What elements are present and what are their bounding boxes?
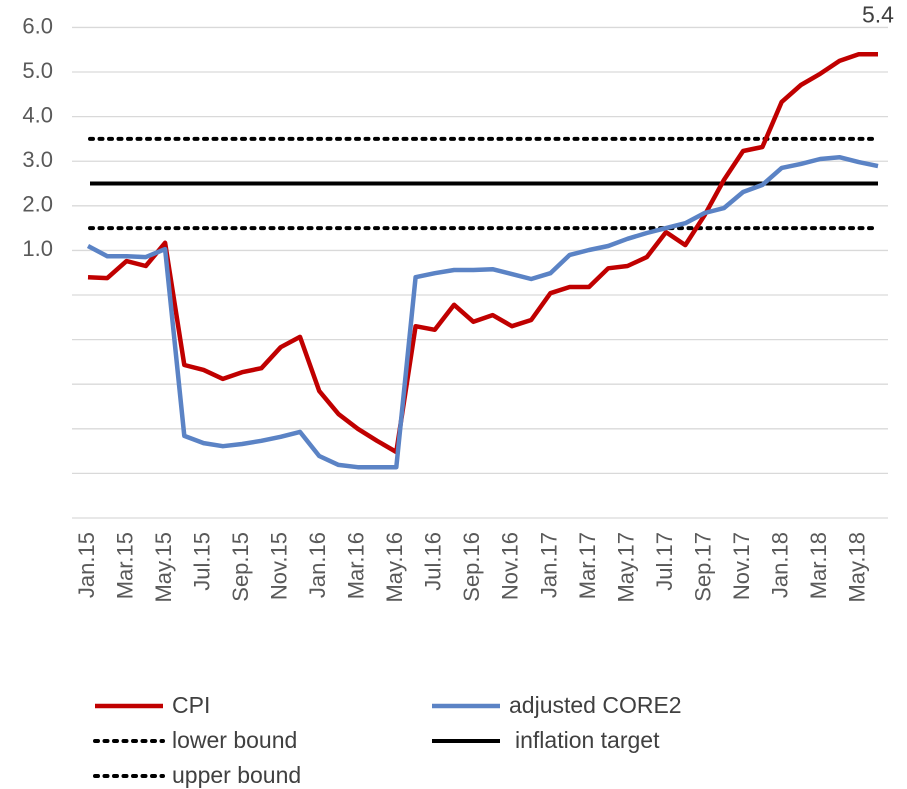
x-tick-label: Nov.16 bbox=[498, 532, 523, 600]
x-tick-label: Mar.17 bbox=[575, 532, 600, 599]
y-tick-label: 5.0 bbox=[22, 58, 53, 83]
legend-label: lower bound bbox=[172, 727, 297, 753]
x-tick-label: Nov.17 bbox=[729, 532, 754, 600]
x-tick-label: Jul.17 bbox=[652, 532, 677, 591]
y-tick-label: 1.0 bbox=[22, 236, 53, 261]
x-tick-label: Sep.15 bbox=[228, 532, 253, 602]
x-tick-label: Jul.15 bbox=[189, 532, 214, 591]
data-line bbox=[87, 51, 878, 455]
x-tick-label: Sep.17 bbox=[690, 532, 715, 602]
legend-label: upper bound bbox=[172, 762, 301, 788]
x-tick-label: May.16 bbox=[382, 532, 407, 603]
data-line bbox=[86, 154, 879, 470]
y-tick-label: 2.0 bbox=[22, 192, 53, 217]
x-tick-label: Mar.18 bbox=[806, 532, 831, 599]
x-tick-label: May.17 bbox=[613, 532, 638, 603]
x-tick-label: Jan.16 bbox=[305, 532, 330, 598]
x-tick-label: May.18 bbox=[845, 532, 870, 603]
x-tick-label: Jul.16 bbox=[421, 532, 446, 591]
x-tick-label: Jan.18 bbox=[767, 532, 792, 598]
legend-label: adjusted CORE2 bbox=[509, 692, 682, 718]
legend-label: inflation target bbox=[515, 727, 660, 753]
y-tick-label: 3.0 bbox=[22, 147, 53, 172]
x-tick-label: Sep.16 bbox=[459, 532, 484, 602]
y-tick-label: 4.0 bbox=[22, 102, 53, 127]
x-tick-label: Mar.15 bbox=[112, 532, 137, 599]
x-tick-label: Mar.16 bbox=[344, 532, 369, 599]
y-tick-label: 6.0 bbox=[22, 13, 53, 38]
data-label: 5.4 bbox=[862, 1, 894, 27]
legend-label: CPI bbox=[172, 692, 210, 718]
x-tick-label: Nov.15 bbox=[266, 532, 291, 600]
x-tick-label: Jan.17 bbox=[536, 532, 561, 598]
x-tick-label: Jan.15 bbox=[74, 532, 99, 598]
x-tick-label: May.15 bbox=[151, 532, 176, 603]
